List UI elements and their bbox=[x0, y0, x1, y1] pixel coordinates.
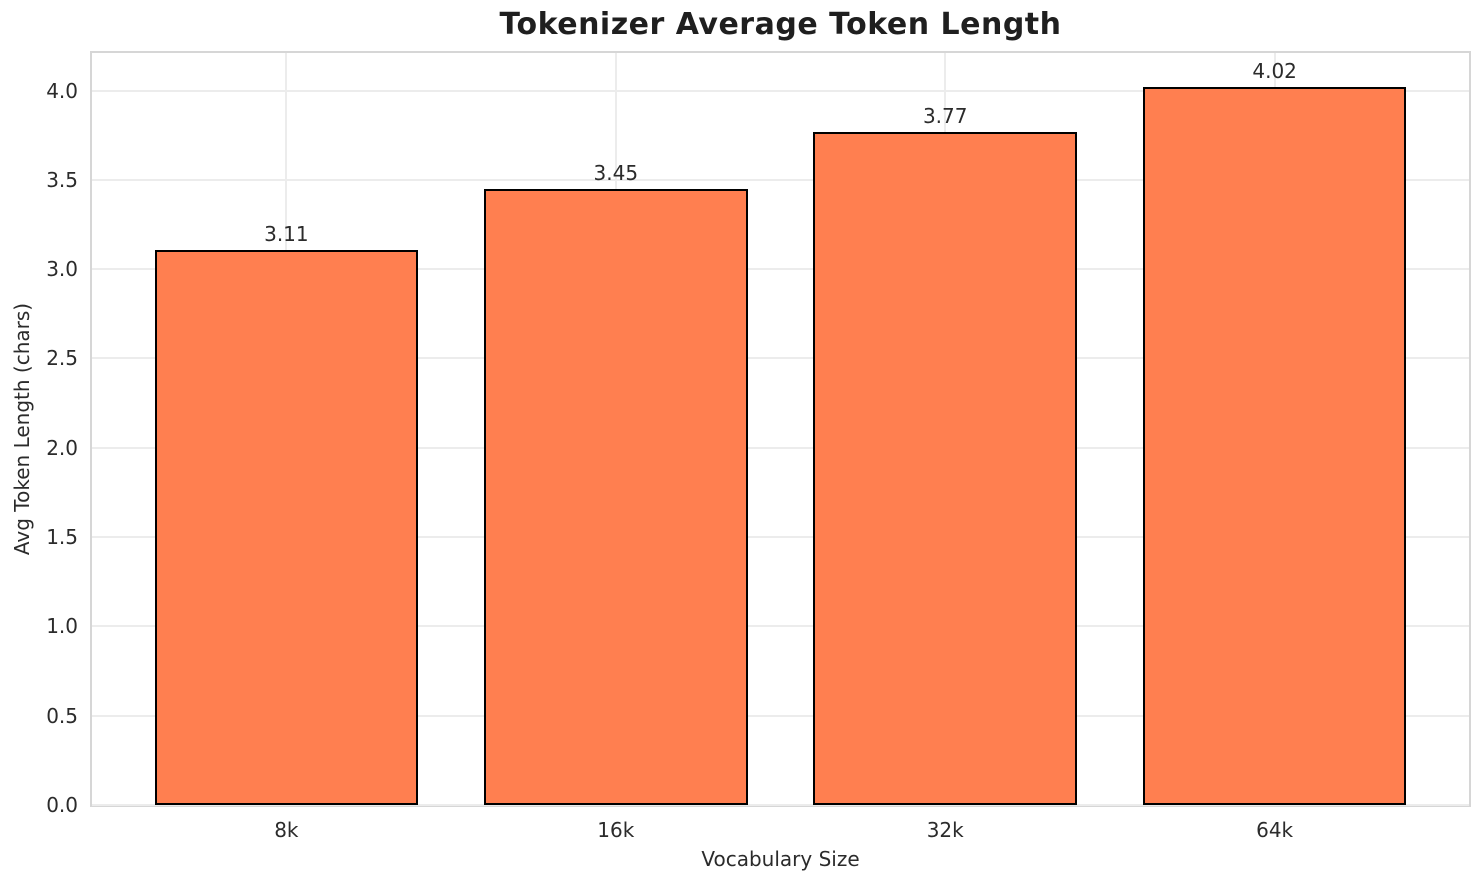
y-tick-label: 0.0 bbox=[46, 793, 78, 817]
y-tick-label: 3.5 bbox=[46, 167, 78, 192]
chart-title: Tokenizer Average Token Length bbox=[499, 7, 1062, 42]
bar-value-label: 3.77 bbox=[922, 103, 968, 128]
y-tick-label: 0.5 bbox=[46, 703, 78, 728]
bar-value-label: 3.45 bbox=[593, 160, 639, 185]
x-tick-label: 32k bbox=[926, 818, 964, 842]
grid-line-horizontal bbox=[92, 446, 1469, 449]
grid-line-horizontal bbox=[92, 89, 1469, 92]
x-tick-label: 64k bbox=[1256, 818, 1294, 842]
grid-line-horizontal bbox=[92, 178, 1469, 181]
grid-line-horizontal bbox=[92, 268, 1469, 271]
y-tick-label: 1.5 bbox=[46, 525, 78, 550]
x-tick-label: 16k bbox=[597, 818, 635, 842]
grid-line-horizontal bbox=[92, 625, 1469, 628]
y-tick-label: 3.0 bbox=[46, 257, 78, 282]
grid-line-horizontal bbox=[92, 357, 1469, 360]
bar-value-label: 3.11 bbox=[264, 221, 309, 246]
y-tick-label: 2.5 bbox=[46, 346, 78, 371]
grid-line-horizontal bbox=[92, 536, 1469, 539]
y-tick-label: 2.0 bbox=[46, 435, 78, 460]
bar-8k bbox=[154, 249, 419, 805]
x-axis-label: Vocabulary Size bbox=[701, 847, 860, 871]
y-tick-label: 4.0 bbox=[46, 78, 78, 103]
bar-16k bbox=[484, 188, 748, 805]
bar-64k bbox=[1142, 86, 1407, 805]
plot-area: 3.11 3.45 3.77 4.02 bbox=[92, 53, 1469, 806]
grid-line-horizontal bbox=[92, 714, 1469, 717]
y-tick-label: 1.0 bbox=[46, 614, 78, 639]
bar-value-label: 4.02 bbox=[1252, 58, 1297, 83]
y-axis-label-text: Avg Token Length (chars) bbox=[10, 302, 34, 556]
grid-line-horizontal bbox=[92, 804, 1469, 806]
x-tick-label: 8k bbox=[274, 818, 299, 842]
plot-frame bbox=[90, 51, 1471, 807]
bar-32k bbox=[813, 131, 1077, 805]
